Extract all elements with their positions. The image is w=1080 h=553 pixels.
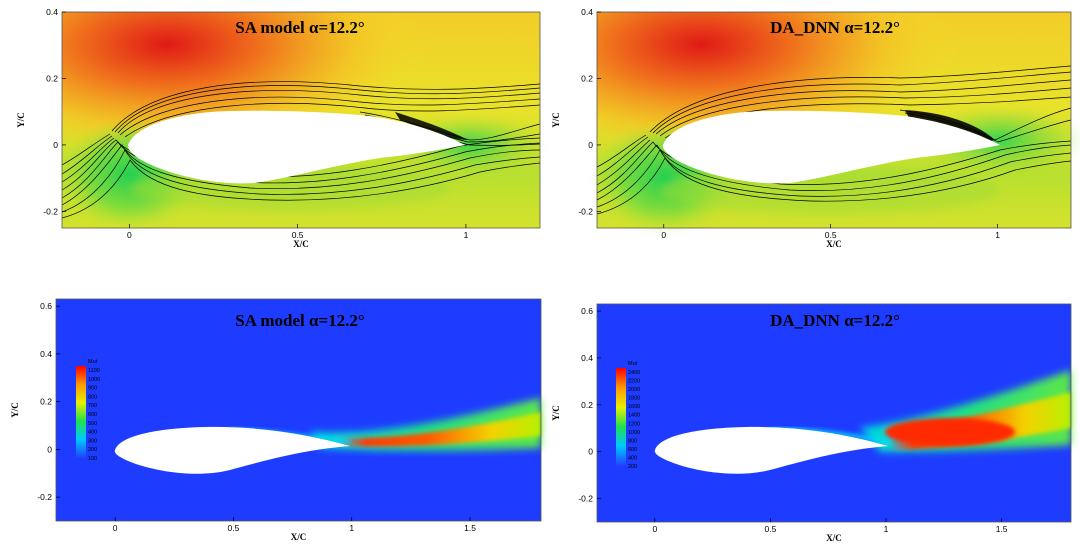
y-tick-label: -0.2 — [578, 206, 593, 216]
x-axis-label: X/C — [826, 239, 842, 249]
plot-frame — [596, 11, 1072, 229]
legend-level-label: 2000 — [628, 387, 640, 393]
legend-level-label: 100 — [88, 456, 97, 462]
x-tick-label: 1.5 — [996, 524, 1008, 534]
legend-level-label: 400 — [88, 430, 97, 436]
x-tick-label: 0 — [661, 230, 666, 240]
legend-level-label: 2400 — [628, 370, 640, 376]
panel-title: DA_DNN α=12.2° — [770, 18, 900, 37]
y-tick-label: -0.2 — [37, 492, 52, 502]
x-tick-label: 0 — [652, 524, 657, 534]
legend-level-label: 1100 — [88, 368, 100, 374]
panel-title: DA_DNN α=12.2° — [770, 311, 900, 330]
x-tick-label: 0.5 — [765, 524, 777, 534]
y-tick-label: 0.4 — [581, 7, 593, 17]
panel-sa-model-eddy-viscosity: SA model α=12.2° 0 0.5 1 1.5 0.6 0.4 0.2 0 -0.2 X/… — [10, 298, 542, 542]
airfoil — [114, 426, 350, 474]
x-axis-label: X/C — [826, 533, 842, 543]
y-tick-label: 0.2 — [581, 400, 593, 410]
panel-title: SA model α=12.2° — [235, 18, 364, 37]
y-axis-label: Y/C — [551, 112, 561, 128]
plot-frame — [55, 298, 542, 522]
y-tick-label: 0.2 — [40, 397, 52, 407]
panel-sa-model-pressure: SA model α=12.2° 0 0.5 1 0.4 0.2 0 -0.2 X/C Y/C — [16, 7, 545, 249]
color-legend — [616, 368, 626, 466]
legend-level-label: 1600 — [628, 404, 640, 410]
y-tick-label: 0.2 — [581, 73, 593, 83]
panel-da-dnn-eddy-viscosity: DA_DNN α=12.2° 0 0.5 1 1.5 0.6 0.4 0.2 0 -0.2 X/C Y… — [551, 303, 1072, 543]
legend-level-label: 800 — [88, 394, 97, 400]
legend-level-label: 1200 — [628, 421, 640, 427]
color-legend — [76, 366, 86, 458]
separation-region — [395, 112, 468, 140]
x-tick-label: 1 — [995, 230, 1000, 240]
legend-level-label: 300 — [88, 438, 97, 444]
legend-level-label: 900 — [88, 386, 97, 392]
y-tick-label: -0.2 — [43, 206, 58, 216]
y-tick-label: 0 — [53, 140, 58, 150]
legend-level-label: 500 — [88, 421, 97, 427]
legend-level-label: 1000 — [628, 430, 640, 436]
airfoil — [662, 110, 1000, 184]
y-tick-label: 0.6 — [40, 301, 52, 311]
x-tick-label: 1 — [464, 230, 469, 240]
wake-peak — [885, 418, 1015, 446]
legend-level-label: 2200 — [628, 379, 640, 385]
legend-level-label: 600 — [88, 412, 97, 418]
legend-colorbar — [616, 368, 626, 466]
y-tick-label: 0.4 — [40, 349, 52, 359]
airfoil — [654, 426, 888, 474]
x-axis-label: X/C — [293, 239, 309, 249]
streamlines — [596, 65, 1072, 215]
y-tick-label: 0 — [588, 140, 593, 150]
y-axis-label: Y/C — [16, 112, 26, 128]
legend-level-label: 600 — [628, 447, 637, 453]
legend-level-label: 700 — [88, 403, 97, 409]
x-tick-label: 0 — [113, 523, 118, 533]
airfoil — [127, 110, 466, 184]
panel-da-dnn-pressure: DA_DNN α=12.2° 0 0.5 1 0.4 0.2 0 -0.2 X/C Y/C — [551, 7, 1080, 249]
panel-title: SA model α=12.2° — [235, 311, 364, 330]
x-axis-label: X/C — [291, 532, 307, 542]
x-tick-label: 1 — [884, 524, 889, 534]
plot-frame — [596, 303, 1072, 523]
legend-level-label: 800 — [628, 438, 637, 444]
legend-level-label: 200 — [628, 464, 637, 470]
legend-level-label: 200 — [88, 447, 97, 453]
y-axis-label: Y/C — [551, 405, 561, 421]
x-tick-label: 0 — [127, 230, 132, 240]
legend-level-label: 1000 — [88, 377, 100, 383]
x-tick-label: 0.5 — [228, 523, 240, 533]
legend-level-label: 1800 — [628, 396, 640, 402]
eddy-field-background — [56, 299, 541, 521]
plot-frame — [61, 11, 541, 229]
streamlines — [61, 81, 541, 219]
y-tick-label: 0.2 — [46, 73, 58, 83]
wake-core — [335, 412, 541, 447]
x-tick-label: 1 — [349, 523, 354, 533]
legend-level-label: 400 — [628, 455, 637, 461]
y-axis-label: Y/C — [10, 402, 20, 418]
legend-title: Mut — [628, 361, 638, 367]
y-tick-label: 0 — [47, 444, 52, 454]
legend-colorbar — [76, 366, 86, 458]
x-tick-label: 0.5 — [292, 230, 304, 240]
y-tick-label: 0.4 — [581, 353, 593, 363]
y-tick-label: 0.6 — [581, 306, 593, 316]
legend-level-label: 1400 — [628, 413, 640, 419]
x-tick-label: 0.5 — [825, 230, 837, 240]
x-tick-label: 1.5 — [464, 523, 476, 533]
y-tick-label: 0 — [588, 447, 593, 457]
legend-title: Mut — [88, 359, 98, 365]
y-tick-label: 0.4 — [46, 7, 58, 17]
y-tick-label: -0.2 — [578, 494, 593, 504]
